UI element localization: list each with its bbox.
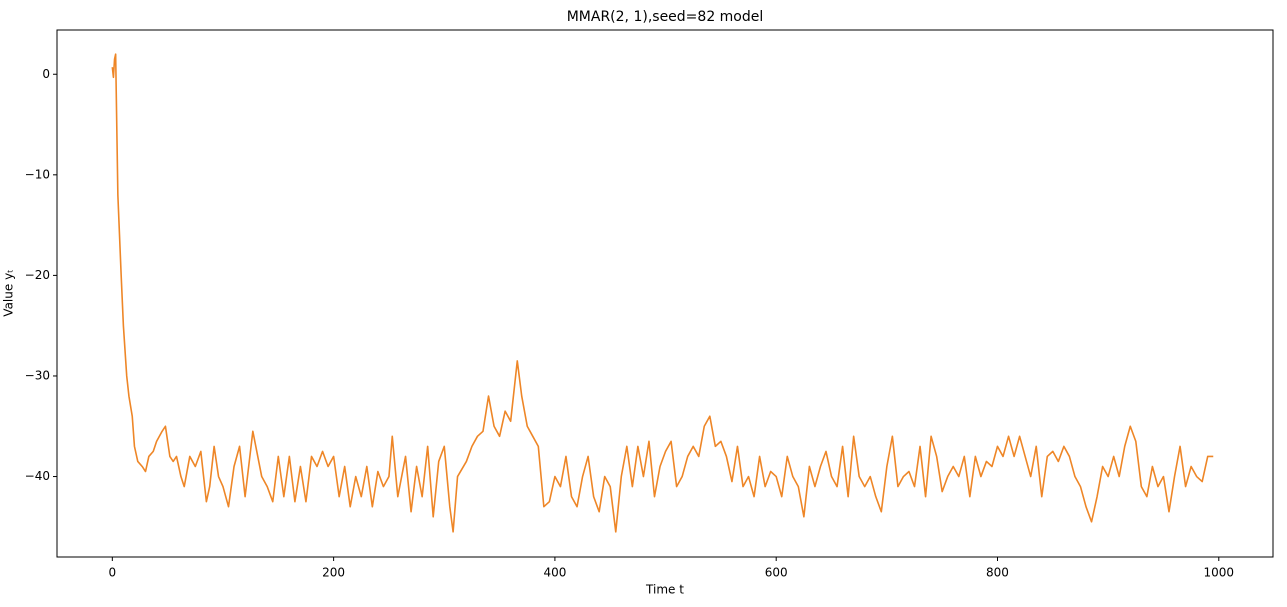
x-tick-label: 0 xyxy=(109,566,117,580)
data-line xyxy=(111,53,1214,533)
x-tick-label: 800 xyxy=(986,566,1009,580)
x-tick-label: 600 xyxy=(765,566,788,580)
x-tick-label: 1000 xyxy=(1204,566,1235,580)
y-tick-label: 0 xyxy=(42,67,50,81)
x-tick-label: 200 xyxy=(322,566,345,580)
chart-title: MMAR(2, 1),seed=82 model xyxy=(567,9,764,25)
y-tick-label: −30 xyxy=(25,368,50,382)
y-tick-label: −10 xyxy=(25,167,50,181)
x-tick-label: 400 xyxy=(543,566,566,580)
y-axis-label: Value yₜ xyxy=(2,269,16,316)
x-axis-label: Time t xyxy=(645,583,684,597)
plot-frame xyxy=(56,29,1274,558)
y-tick-label: −40 xyxy=(25,469,50,483)
y-tick-label: −20 xyxy=(25,268,50,282)
